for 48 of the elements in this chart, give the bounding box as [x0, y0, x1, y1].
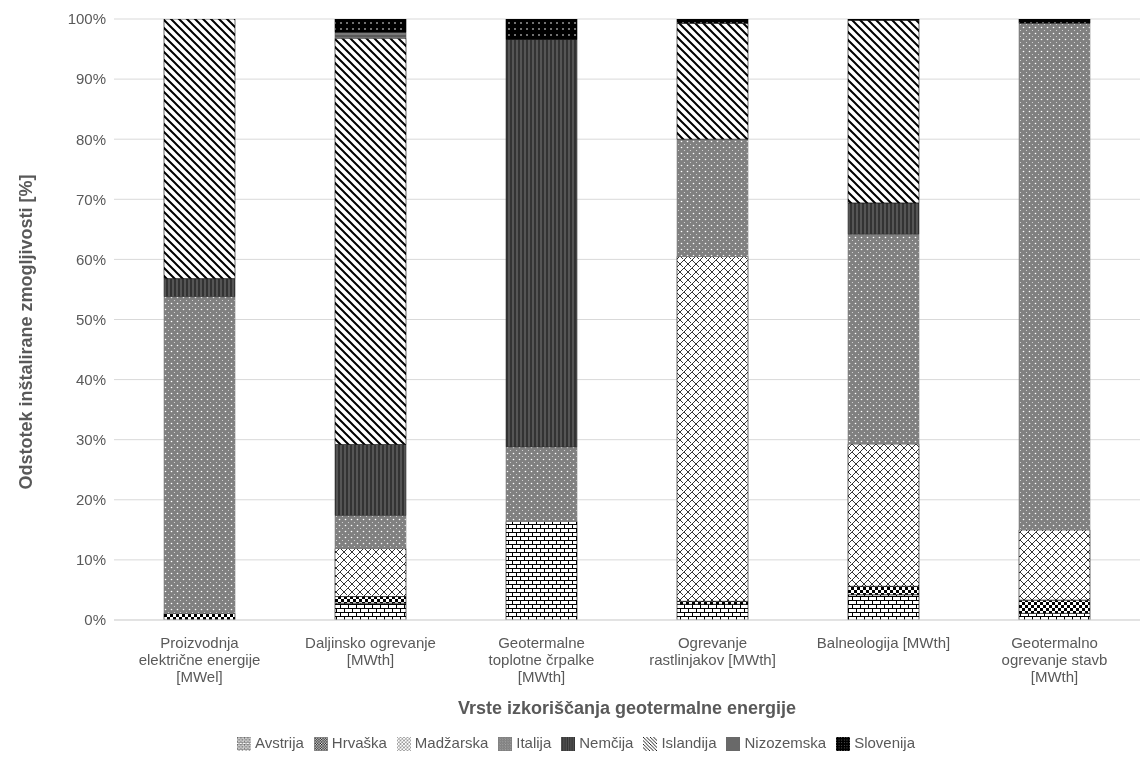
bar — [676, 22, 749, 140]
y-tick-label: 60% — [75, 250, 106, 268]
y-tick-label: 0% — [84, 611, 106, 629]
y-tick-label: 70% — [75, 190, 106, 208]
bar — [505, 446, 578, 522]
bar — [334, 19, 407, 33]
y-axis-title: Odstotek inštalirane zmogljivosti [%] — [16, 174, 37, 490]
bar — [163, 296, 236, 614]
x-tick-label: Ogrevanje rastlinjakov [MWth] — [649, 633, 776, 668]
y-tick-label: 90% — [75, 70, 106, 88]
bar — [505, 521, 578, 620]
y-tick-label: 50% — [75, 310, 106, 328]
bar — [1018, 19, 1091, 24]
y-tick-label: 100% — [67, 10, 106, 28]
bar — [334, 515, 407, 549]
legend-label: Avstrija — [254, 733, 304, 751]
y-tick-label: 20% — [75, 491, 106, 509]
x-tick-label: Proizvodnja električne energije [MWel] — [138, 633, 261, 685]
legend-label: Nizozemska — [744, 733, 827, 751]
x-tick-label: Daljinsko ogrevanje [MWth] — [305, 633, 436, 668]
legend-label: Nemčija — [579, 733, 634, 751]
bar — [847, 202, 920, 235]
bar — [334, 31, 407, 39]
legend-label: Hrvaška — [331, 733, 387, 751]
bar — [676, 138, 749, 257]
x-axis-title: Vrste izkoriščanja geotermalne energije — [457, 697, 797, 718]
x-tick-label: Geotermalne toplotne črpalke [MWth] — [488, 633, 595, 685]
bar — [505, 19, 578, 40]
bar — [163, 19, 236, 279]
bar — [163, 278, 236, 297]
y-tick-label: 40% — [75, 370, 106, 388]
bar — [334, 37, 407, 445]
x-tick-label: Balneologija [MWth] — [816, 633, 951, 651]
bar — [847, 233, 920, 445]
x-tick-label: Geotermalno ogrevanje stavb [MWth] — [1001, 633, 1108, 685]
bar — [1018, 22, 1091, 531]
bar — [676, 256, 749, 602]
bar — [676, 604, 749, 620]
bar — [505, 39, 578, 448]
legend-label: Madžarska — [414, 733, 489, 751]
y-tick-label: 80% — [75, 130, 106, 148]
y-tick-label: 30% — [75, 431, 106, 448]
bar — [334, 444, 407, 516]
y-tick-label: 10% — [75, 551, 106, 569]
legend-label: Islandija — [661, 733, 717, 751]
legend-label: Slovenija — [854, 733, 916, 751]
legend-label: Italija — [516, 733, 552, 751]
bar — [847, 19, 920, 204]
